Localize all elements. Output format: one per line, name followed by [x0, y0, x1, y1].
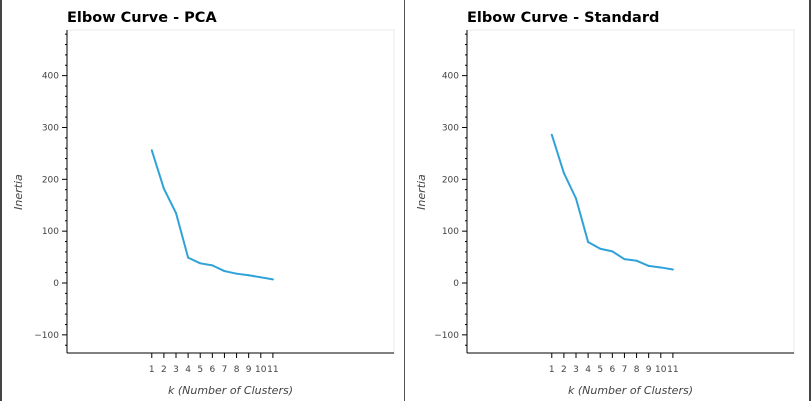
data-point: [187, 256, 190, 259]
data-point: [211, 264, 214, 267]
data-point: [611, 250, 614, 253]
panel-divider: [404, 0, 405, 401]
x-tick-label: 9: [646, 365, 652, 375]
x-tick-label: 1: [149, 365, 155, 375]
x-tick-label: 6: [609, 365, 615, 375]
data-point: [247, 274, 250, 277]
x-tick-label: 3: [573, 365, 579, 375]
x-tick-label: 9: [246, 365, 252, 375]
axes: [466, 30, 794, 354]
data-point: [271, 278, 274, 281]
chart-panel-pca: Elbow Curve - PCA −100 0 100 200 300 400 1 2 3 4 5…: [2, 0, 404, 401]
y-tick-label: −100: [34, 331, 59, 341]
x-tick-label: 6: [209, 365, 215, 375]
x-tick-label: 7: [222, 365, 228, 375]
y-tick-label: 100: [442, 227, 459, 237]
y-tick-label: −100: [434, 331, 459, 341]
y-axis-title: Inertia: [415, 174, 428, 210]
data-point: [647, 264, 650, 267]
x-tick-label: 1: [549, 365, 555, 375]
x-tick-label: 4: [185, 365, 191, 375]
x-tick-label: 5: [597, 365, 603, 375]
x-tick-label: 7: [622, 365, 628, 375]
x-tick-label: 4: [585, 365, 591, 375]
data-point: [175, 212, 177, 215]
y-tick-label: 200: [42, 175, 59, 185]
data-point: [235, 272, 238, 275]
x-tick-label: 2: [161, 365, 167, 375]
x-tick-label: 10: [655, 365, 667, 375]
data-point: [259, 276, 262, 279]
data-point: [587, 241, 590, 244]
plot-area: [466, 29, 795, 354]
data-point: [575, 197, 577, 200]
y-tick-label: 400: [442, 72, 459, 82]
data-point: [162, 187, 165, 190]
data-point: [223, 270, 226, 273]
data-point: [671, 268, 674, 271]
data-point: [635, 259, 638, 262]
x-tick-label: 10: [255, 365, 267, 375]
x-tick-label: 11: [267, 365, 278, 375]
data-point: [199, 262, 202, 265]
data-point: [550, 133, 553, 136]
x-tick-label: 2: [561, 365, 567, 375]
data-point: [562, 172, 565, 175]
right-border: [809, 0, 811, 401]
left-border: [0, 0, 2, 401]
elbow-chart-pca: Elbow Curve - PCA −100 0 100 200 300 400 1 2 3 4 5…: [12, 10, 395, 397]
x-tick-label: 8: [634, 365, 640, 375]
y-tick-label: 300: [442, 123, 459, 133]
data-point: [150, 149, 153, 152]
ticks: −100 0 100 200 300 400 1 2 3 4 5 6 7 8 9 10 11: [34, 33, 279, 375]
y-axis-title: Inertia: [12, 174, 25, 210]
data-point: [623, 258, 626, 261]
x-tick-label: 3: [173, 365, 179, 375]
axes: [66, 30, 394, 354]
y-tick-label: 100: [42, 227, 59, 237]
chart-title: Elbow Curve - Standard: [467, 10, 659, 26]
x-tick-label: 11: [667, 365, 678, 375]
data-point: [599, 247, 602, 250]
marks: [150, 149, 274, 281]
data-point: [659, 266, 662, 269]
plot-area: [66, 29, 395, 354]
x-axis-title: k (Number of Clusters): [568, 384, 693, 397]
y-tick-label: 0: [53, 279, 59, 289]
x-tick-label: 8: [234, 365, 240, 375]
y-tick-label: 300: [42, 123, 59, 133]
y-tick-label: 200: [442, 175, 459, 185]
chart-title: Elbow Curve - PCA: [67, 10, 217, 26]
marks: [550, 133, 674, 271]
x-axis-title: k (Number of Clusters): [168, 384, 293, 397]
elbow-chart-standard: Elbow Curve - Standard −100 0 100 200 300 400…: [415, 10, 795, 397]
y-tick-label: 400: [42, 72, 59, 82]
ticks: −100 0 100 200 300 400 1 2 3 4 5 6 7 8 9 10 11: [434, 33, 679, 375]
x-tick-label: 5: [197, 365, 203, 375]
y-tick-label: 0: [453, 279, 459, 289]
chart-panel-standard: Elbow Curve - Standard −100 0 100 200 300 400…: [405, 0, 809, 401]
